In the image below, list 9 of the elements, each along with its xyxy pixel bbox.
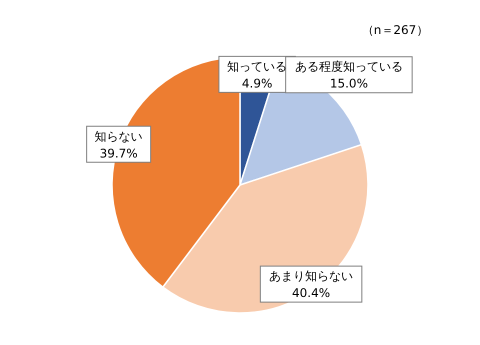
slice-label: 知っている	[227, 59, 288, 74]
data-label: 15.0%	[330, 76, 368, 91]
data-label: 39.7%	[100, 146, 138, 160]
data-label: 4.9%	[242, 76, 272, 90]
slice-label: ある程度知っている	[294, 60, 403, 74]
slice-label: 知らない	[94, 129, 143, 144]
data-label: 40.4%	[292, 286, 330, 300]
slice-label: あまり知らない	[269, 269, 354, 284]
text: （n＝267）	[362, 23, 428, 37]
